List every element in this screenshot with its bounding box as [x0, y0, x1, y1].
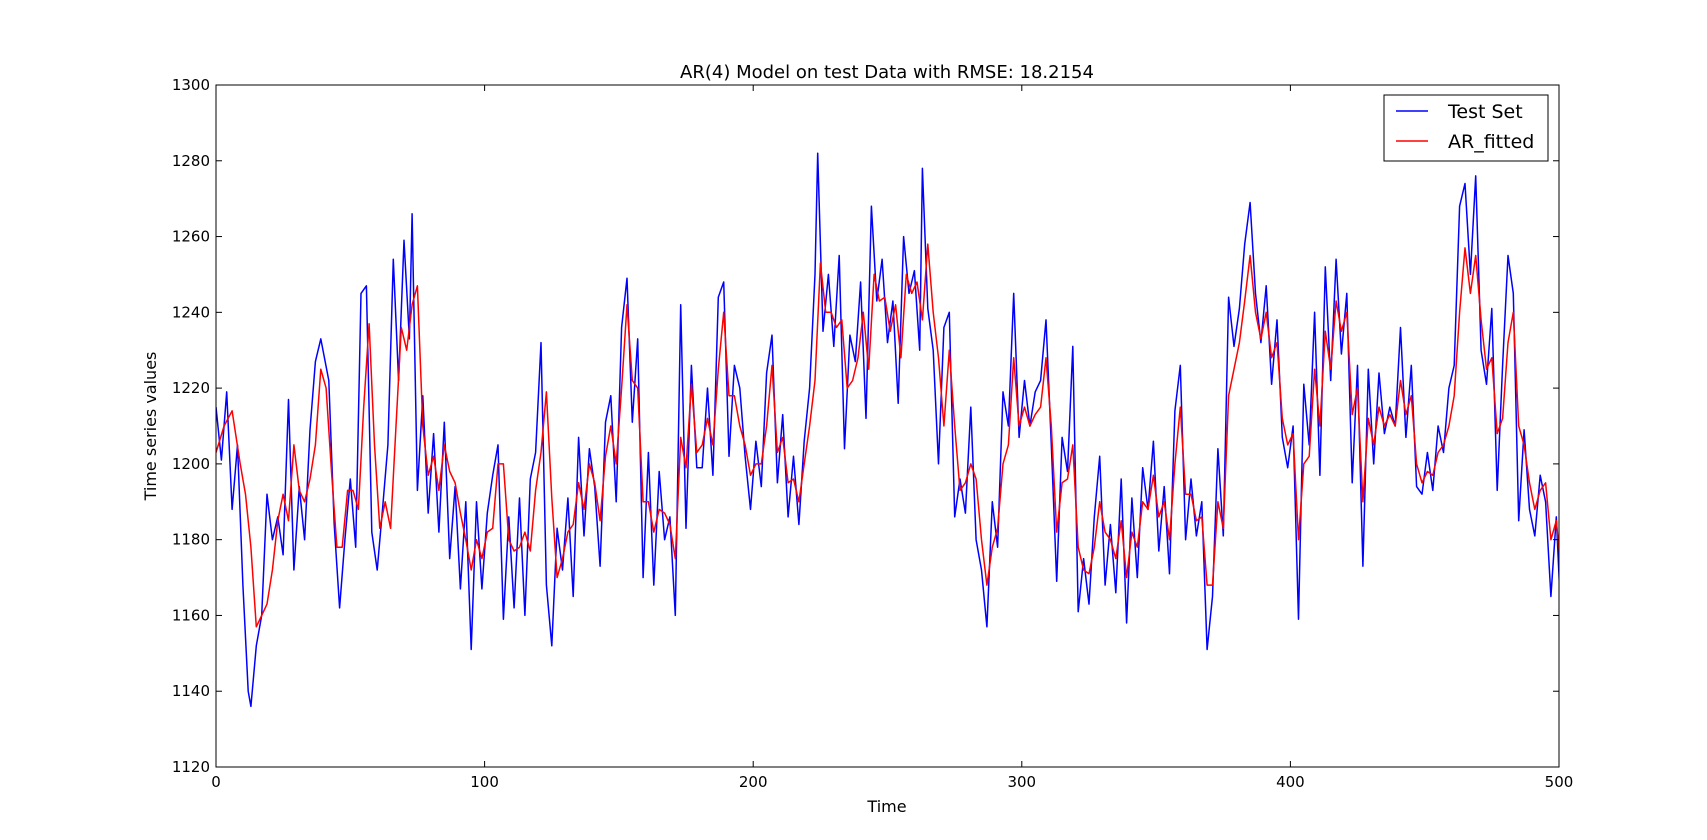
legend: Test Set AR_fitted — [1383, 94, 1549, 162]
chart-title: AR(4) Model on test Data with RMSE: 18.2… — [680, 62, 1094, 83]
y-tick-label: 1220 — [172, 379, 210, 397]
x-tick-label: 100 — [470, 773, 499, 791]
y-tick-label: 1240 — [172, 303, 210, 321]
y-tick-label: 1280 — [172, 152, 210, 170]
x-tick-label: 0 — [211, 773, 221, 791]
x-tick-label: 300 — [1007, 773, 1036, 791]
legend-label-test-set: Test Set — [1447, 101, 1523, 123]
x-tick-label: 500 — [1545, 773, 1574, 791]
plot-area — [216, 85, 1559, 767]
series-layer — [216, 152, 1559, 708]
y-tick-label: 1300 — [172, 76, 210, 94]
y-tick-label: 1180 — [172, 531, 210, 549]
y-tick-label: 1120 — [172, 758, 210, 776]
legend-box — [1383, 94, 1549, 162]
x-tick-label: 200 — [739, 773, 768, 791]
y-axis-label: Time series values — [141, 352, 160, 502]
series-line-test-set — [216, 152, 1559, 708]
x-tick-label: 400 — [1276, 773, 1305, 791]
series-line-ar-fitted — [216, 243, 1559, 628]
y-tick-label: 1160 — [172, 606, 210, 624]
plot-frame — [215, 84, 1560, 768]
ticks-layer: 0 100 200 300 400 500 1120 1140 1160 1180 1200 1220… — [172, 76, 1574, 791]
y-tick-label: 1200 — [172, 455, 210, 473]
y-tick-label: 1260 — [172, 228, 210, 246]
y-tick-label: 1140 — [172, 682, 210, 700]
x-axis-label: Time — [866, 797, 906, 816]
legend-label-ar-fitted: AR_fitted — [1448, 131, 1534, 153]
